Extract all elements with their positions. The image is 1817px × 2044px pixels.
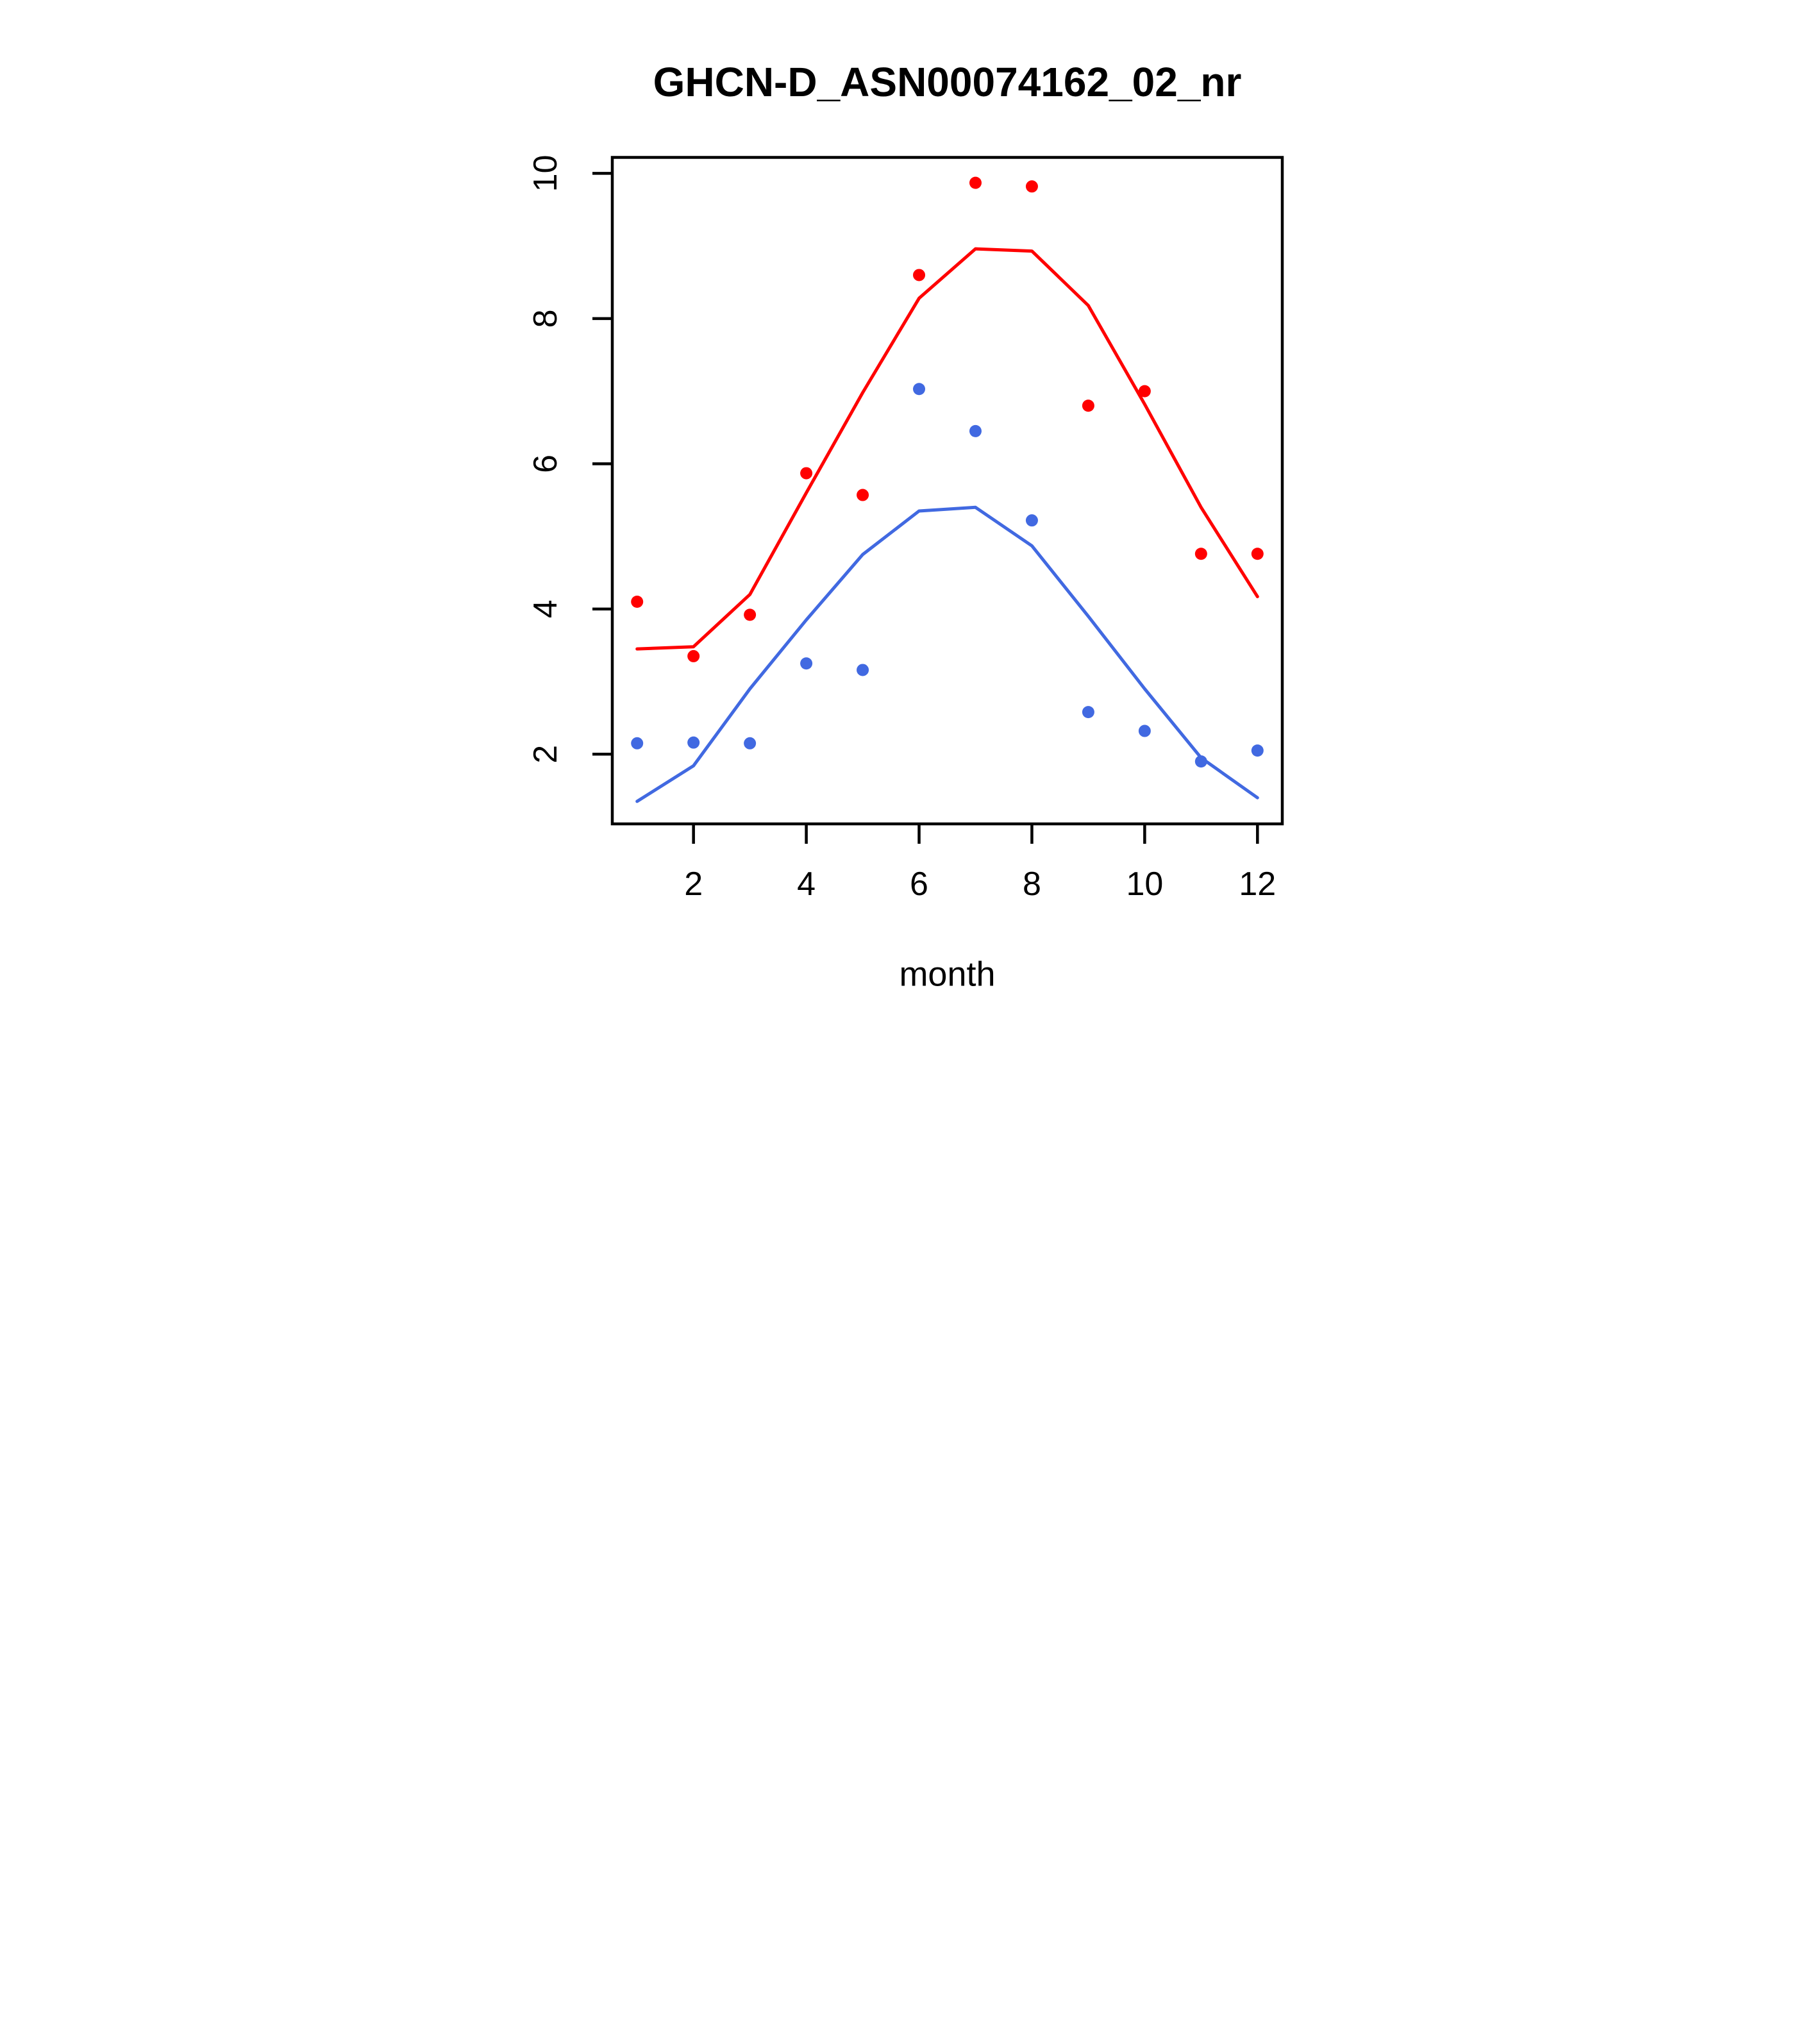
- x-tick-label: 6: [910, 866, 928, 903]
- blue-point: [1082, 706, 1094, 719]
- x-axis-label: month: [899, 955, 995, 994]
- plot-box: [610, 156, 1284, 826]
- blue-point: [969, 424, 982, 437]
- chart-canvas: GHCN-D_ASN00074162_02_nr 2 4 6 8 10 12246810 …: [527, 59, 1284, 994]
- red-line: [635, 247, 1259, 651]
- blue-point: [1138, 725, 1151, 737]
- red-point: [912, 269, 925, 281]
- blue-point: [856, 664, 869, 676]
- y-tick-label: 4: [527, 599, 564, 618]
- blue-point: [1251, 744, 1264, 757]
- red-point: [630, 596, 643, 608]
- blue-point: [1025, 514, 1038, 527]
- blue-point: [743, 737, 756, 750]
- x-tick-label: 8: [1022, 866, 1041, 903]
- blue-point: [687, 736, 699, 749]
- blue-point: [912, 383, 925, 396]
- red-point: [856, 489, 869, 501]
- x-tick-label: 4: [797, 866, 816, 903]
- red-point: [743, 608, 756, 621]
- y-tick-label: 6: [527, 455, 564, 473]
- blue-line: [635, 505, 1259, 803]
- y-tick-label: 10: [527, 155, 564, 192]
- red-point: [1251, 548, 1264, 560]
- blue-point: [800, 657, 812, 670]
- plot-area: 2 4 6 8 10 12 2 4 6 8 10: [527, 155, 1284, 903]
- y-tick-label: 8: [527, 309, 564, 328]
- chart-title: GHCN-D_ASN00074162_02_nr: [653, 59, 1241, 105]
- red-point: [969, 176, 982, 189]
- chart-figure: GHCN-D_ASN00074162_02_nr 2 4 6 8 10 12 2 4 6 8 10 …: [454, 0, 1363, 1022]
- x-tick-label: 10: [1126, 866, 1163, 903]
- red-point: [1082, 399, 1094, 412]
- blue-point: [630, 737, 643, 750]
- x-tick-label: 2: [684, 866, 703, 903]
- red-point: [1138, 385, 1151, 398]
- y-tick-label: 2: [527, 745, 564, 764]
- x-tick-label: 12: [1239, 866, 1276, 903]
- red-point: [1025, 180, 1038, 193]
- red-point: [1194, 548, 1207, 560]
- red-point: [687, 649, 699, 662]
- red-point: [800, 467, 812, 480]
- blue-point: [1194, 755, 1207, 768]
